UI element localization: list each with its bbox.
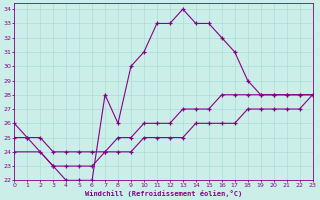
- X-axis label: Windchill (Refroidissement éolien,°C): Windchill (Refroidissement éolien,°C): [85, 190, 242, 197]
